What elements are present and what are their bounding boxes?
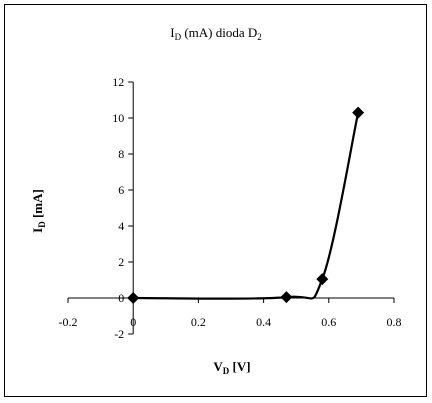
x-tick-label: 0.6 bbox=[321, 315, 336, 329]
y-tick-label: 10 bbox=[112, 111, 124, 125]
x-tick-label: -0.2 bbox=[59, 315, 78, 329]
y-tick-label: -2 bbox=[114, 327, 124, 341]
y-tick-label: 6 bbox=[118, 183, 124, 197]
data-point-marker bbox=[127, 292, 140, 304]
series-line bbox=[133, 112, 360, 300]
y-tick-label: 12 bbox=[112, 75, 124, 89]
x-axis-label: VD [V] bbox=[213, 359, 250, 376]
data-point-marker bbox=[316, 273, 329, 286]
x-ticks: -0.2 0 0.2 0.4 0.6 0.8 bbox=[59, 298, 402, 329]
data-point-marker bbox=[280, 291, 293, 304]
x-tick-label: 0.2 bbox=[191, 315, 206, 329]
data-point-marker bbox=[352, 106, 365, 119]
y-tick-label: 0 bbox=[118, 291, 124, 305]
markers bbox=[127, 106, 365, 304]
x-tick-label: 0 bbox=[130, 315, 136, 329]
y-tick-label: 8 bbox=[118, 147, 124, 161]
y-tick-label: 2 bbox=[118, 255, 124, 269]
x-tick-label: 0.4 bbox=[256, 315, 271, 329]
chart-border bbox=[4, 4, 427, 397]
chart-title: ID (mA) dioda D2 bbox=[170, 25, 262, 42]
y-axis-label: ID [mA] bbox=[30, 189, 47, 233]
y-tick-label: 4 bbox=[118, 219, 124, 233]
y-ticks: -2 0 2 4 6 8 10 12 bbox=[112, 75, 134, 341]
x-tick-label: 0.8 bbox=[387, 315, 402, 329]
